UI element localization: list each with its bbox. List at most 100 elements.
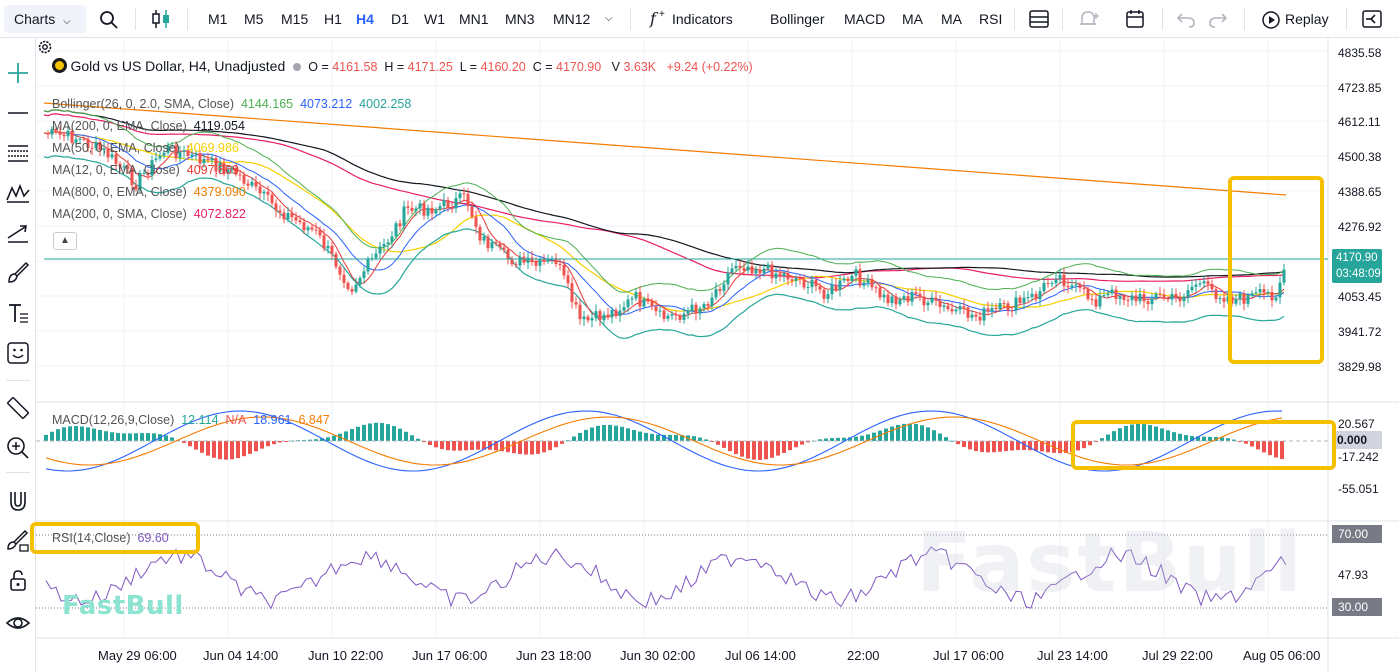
timeframe-mn3[interactable]: MN3 bbox=[505, 11, 535, 27]
replay-icon[interactable] bbox=[1261, 10, 1281, 30]
layout-icon[interactable] bbox=[1029, 10, 1049, 28]
macd-histogram-bar bbox=[1184, 435, 1188, 441]
macd-line-value: 18.961 bbox=[253, 413, 292, 427]
price-axis-label: 4500.38 bbox=[1338, 150, 1382, 164]
macd-histogram-bar bbox=[380, 423, 384, 441]
timeframe-h4[interactable]: H4 bbox=[356, 11, 374, 27]
chevron-down-icon: ⌵ bbox=[63, 16, 71, 27]
magnet-icon[interactable] bbox=[5, 488, 31, 514]
time-axis-label: 22:00 bbox=[847, 648, 880, 663]
candle-body bbox=[866, 279, 870, 283]
zoom-in-icon[interactable] bbox=[5, 435, 31, 461]
indicator-legend-ma50-ema[interactable]: MA(50, 0, EMA, Close) 4069.986 bbox=[52, 141, 239, 155]
high-label: H bbox=[384, 60, 394, 74]
ma-button-2[interactable]: MA bbox=[941, 11, 962, 27]
timeframe-mn1[interactable]: MN1 bbox=[459, 11, 489, 27]
replay-button[interactable]: Replay bbox=[1285, 11, 1329, 27]
timeframe-m1[interactable]: M1 bbox=[208, 11, 228, 27]
macd-histogram-bar bbox=[50, 431, 54, 441]
alert-add-icon[interactable] bbox=[1078, 9, 1100, 29]
brush-lock-icon[interactable] bbox=[5, 528, 31, 554]
rsi-axis-label: 47.93 bbox=[1338, 568, 1369, 582]
candlestick-type-icon[interactable] bbox=[150, 9, 172, 29]
search-icon[interactable] bbox=[99, 10, 119, 30]
candle-body bbox=[1122, 296, 1126, 300]
lock-icon[interactable] bbox=[5, 568, 31, 594]
candle-body bbox=[542, 258, 546, 262]
macd-histogram-bar bbox=[80, 426, 84, 441]
candle-body bbox=[850, 275, 854, 281]
indicator-legend-bollinger[interactable]: Bollinger(26, 0, 2.0, SMA, Close) 4144.1… bbox=[52, 97, 411, 111]
candle-body bbox=[54, 128, 58, 132]
rsi-legend[interactable]: RSI(14,Close) 69.60 bbox=[52, 531, 169, 545]
horizontal-line-icon[interactable] bbox=[5, 100, 31, 126]
macd-histogram-bar bbox=[842, 437, 846, 441]
indicator-legend-ma12-ema[interactable]: MA(12, 0, EMA, Close) 4097.869 bbox=[52, 163, 239, 177]
indicator-name: MA(800, 0, EMA, Close) bbox=[52, 185, 187, 199]
macd-histogram-bar bbox=[716, 441, 720, 445]
candle-body bbox=[782, 273, 786, 276]
timeframe-w1[interactable]: W1 bbox=[424, 11, 445, 27]
settings-gear-icon[interactable] bbox=[36, 38, 54, 56]
macd-histogram-bar bbox=[542, 441, 546, 453]
symbol-title: Gold vs US Dollar, H4, Unadjusted bbox=[70, 58, 286, 74]
candle-body bbox=[450, 208, 454, 210]
candle-body bbox=[470, 206, 474, 217]
timeframe-h1[interactable]: H1 bbox=[324, 11, 342, 27]
ma-button[interactable]: MA bbox=[902, 11, 923, 27]
text-icon[interactable] bbox=[5, 300, 31, 326]
macd-histogram-bar bbox=[146, 433, 150, 441]
macd-histogram-bar bbox=[554, 441, 558, 448]
pattern-icon[interactable] bbox=[5, 180, 31, 206]
candle-body bbox=[730, 268, 734, 273]
eye-icon[interactable] bbox=[5, 610, 31, 636]
candle-body bbox=[282, 212, 286, 220]
indicator-legend-ma800-ema[interactable]: MA(800, 0, EMA, Close) 4379.090 bbox=[52, 185, 246, 199]
indicators-button[interactable]: Indicators bbox=[672, 11, 733, 27]
brush-icon[interactable] bbox=[5, 260, 31, 286]
crosshair-icon[interactable] bbox=[5, 60, 31, 86]
collapse-legend-button[interactable]: ▲ bbox=[53, 232, 77, 250]
candle-body bbox=[722, 284, 726, 291]
timeframe-m5[interactable]: M5 bbox=[244, 11, 264, 27]
candle-body bbox=[50, 128, 54, 135]
emoji-icon[interactable] bbox=[5, 340, 31, 366]
rsi-button[interactable]: RSI bbox=[979, 11, 1003, 27]
timeframe-mn12[interactable]: MN12 bbox=[553, 11, 591, 27]
candle-body bbox=[734, 265, 738, 269]
candle-body bbox=[510, 259, 514, 265]
bollinger-button[interactable]: Bollinger bbox=[770, 11, 825, 27]
indicator-legend-ma200-ema[interactable]: MA(200, 0, EMA, Close) 4119.054 bbox=[52, 119, 245, 133]
candle-body bbox=[622, 307, 626, 311]
timeframe-more-chevron-icon[interactable]: ⌵ bbox=[605, 13, 613, 24]
undo-icon[interactable] bbox=[1176, 10, 1196, 28]
candle-body bbox=[710, 297, 714, 307]
macd-histogram-bar bbox=[224, 441, 228, 460]
timeframe-m15[interactable]: M15 bbox=[281, 11, 309, 27]
ruler-icon[interactable] bbox=[5, 395, 31, 421]
macd-button[interactable]: MACD bbox=[844, 11, 886, 27]
calendar-icon[interactable] bbox=[1125, 9, 1147, 29]
projection-icon[interactable] bbox=[5, 220, 31, 246]
chart-canvas[interactable] bbox=[36, 38, 1399, 671]
macd-histogram-bar bbox=[620, 426, 624, 441]
price-axis-label: 4053.45 bbox=[1338, 290, 1382, 304]
redo-icon[interactable] bbox=[1208, 10, 1228, 28]
charts-menu-button[interactable]: Charts ⌵ bbox=[4, 5, 86, 33]
timeframe-d1[interactable]: D1 bbox=[391, 11, 409, 27]
exit-fullscreen-icon[interactable] bbox=[1361, 9, 1383, 29]
fib-levels-icon[interactable] bbox=[5, 140, 31, 166]
macd-histogram-bar bbox=[788, 441, 792, 451]
candle-body bbox=[558, 264, 562, 266]
candle-body bbox=[766, 264, 770, 269]
candle-body bbox=[410, 207, 414, 211]
macd-histogram-bar bbox=[200, 441, 204, 453]
candle-body bbox=[138, 173, 142, 190]
indicator-legend-ma200-sma[interactable]: MA(200, 0, SMA, Close) 4072.822 bbox=[52, 207, 246, 221]
chart-area[interactable]: Gold vs US Dollar, H4, Unadjusted O = 41… bbox=[30, 38, 1399, 671]
candle-body bbox=[1266, 292, 1270, 294]
macd-legend[interactable]: MACD(12,26,9,Close) 12.114 N/A 18.961 6.… bbox=[52, 413, 330, 427]
macd-histogram-bar bbox=[746, 441, 750, 459]
macd-histogram-bar bbox=[212, 441, 216, 458]
ma200-ema-line bbox=[43, 109, 1285, 278]
